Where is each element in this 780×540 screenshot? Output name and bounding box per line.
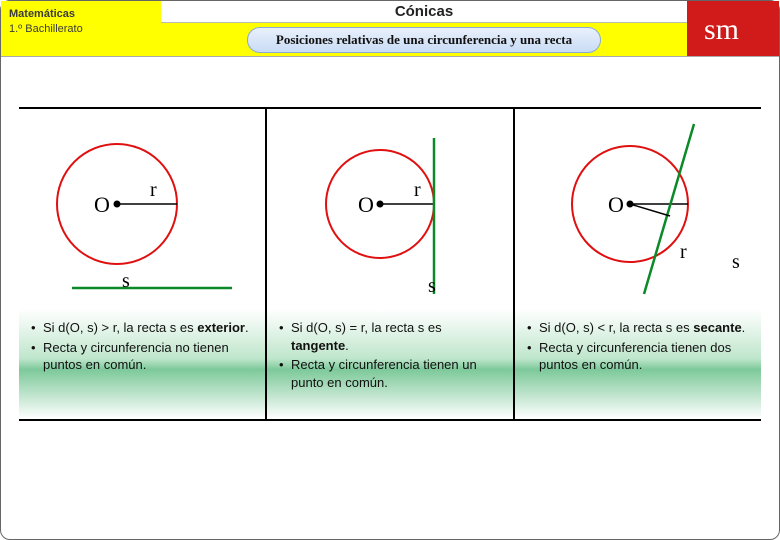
caption-line: Si d(O, s) > r, la recta s es exterior.	[31, 319, 253, 337]
caption-line: Recta y circunferencia tienen dos puntos…	[527, 339, 749, 374]
diagram-tangent: Or s	[267, 109, 513, 309]
svg-text:O: O	[94, 192, 110, 217]
caption-line: Recta y circunferencia tienen un punto e…	[279, 356, 501, 391]
panel-secant: Or s Si d(O, s) < r, la recta s es secante…	[515, 109, 761, 419]
svg-text:r: r	[680, 241, 687, 263]
svg-text:s: s	[122, 270, 130, 292]
svg-text:s: s	[428, 275, 436, 297]
panel-exterior: Or s Si d(O, s) > r, la recta s es exterio…	[19, 109, 267, 419]
svg-text:sm: sm	[704, 13, 739, 46]
logo-icon: sm	[698, 9, 768, 49]
subtitle-row: Posiciones relativas de una circunferenc…	[161, 23, 687, 56]
header-center: Cónicas Posiciones relativas de una circ…	[161, 1, 687, 56]
svg-text:r: r	[414, 179, 421, 201]
caption-line: Recta y circunferencia no tienen puntos …	[31, 339, 253, 374]
diagram-secant: Or s	[515, 109, 761, 309]
panels-row: Or s Si d(O, s) > r, la recta s es exterio…	[19, 107, 761, 421]
svg-text:s: s	[732, 251, 740, 273]
logo: sm	[687, 1, 779, 56]
content: Or s Si d(O, s) > r, la recta s es exterio…	[1, 57, 779, 439]
svg-text:O: O	[608, 192, 624, 217]
caption-exterior: Si d(O, s) > r, la recta s es exterior. R…	[19, 309, 265, 419]
caption-line: Si d(O, s) = r, la recta s es tangente.	[279, 319, 501, 354]
header-left: Matemáticas 1.º Bachillerato	[1, 1, 161, 56]
diagram-exterior: Or s	[19, 109, 265, 309]
svg-text:r: r	[150, 179, 157, 201]
header: Matemáticas 1.º Bachillerato Cónicas Pos…	[1, 1, 779, 57]
level-label: 1.º Bachillerato	[9, 22, 153, 37]
panel-tangent: Or s Si d(O, s) = r, la recta s es tangent…	[267, 109, 515, 419]
svg-text:O: O	[358, 192, 374, 217]
caption-line: Si d(O, s) < r, la recta s es secante.	[527, 319, 749, 337]
page-title: Cónicas	[161, 1, 687, 23]
subject-label: Matemáticas	[9, 7, 153, 22]
caption-tangent: Si d(O, s) = r, la recta s es tangente.R…	[267, 309, 513, 419]
subtitle: Posiciones relativas de una circunferenc…	[247, 27, 601, 53]
caption-secant: Si d(O, s) < r, la recta s es secante. Re…	[515, 309, 761, 419]
